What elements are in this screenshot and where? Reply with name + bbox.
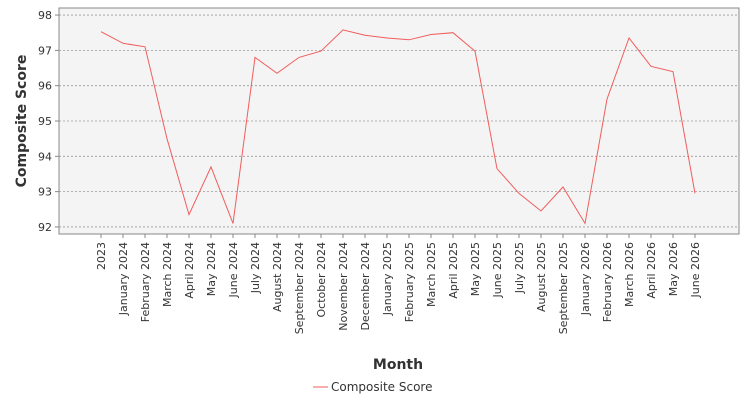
- y-tick-label: 97: [38, 44, 52, 57]
- x-tick-label: May 2026: [667, 242, 680, 296]
- x-tick-label: August 2025: [535, 242, 548, 312]
- x-tick-label: March 2024: [161, 242, 174, 307]
- x-tick-label: March 2026: [623, 242, 636, 307]
- x-tick-label: April 2026: [645, 242, 658, 299]
- x-tick-label: July 2025: [513, 242, 526, 294]
- y-tick-label: 96: [38, 80, 52, 93]
- y-tick-label: 93: [38, 186, 52, 199]
- x-tick-label: March 2025: [425, 242, 438, 307]
- y-tick-label: 94: [38, 150, 52, 163]
- x-tick-label: July 2024: [249, 242, 262, 294]
- legend: Composite Score: [313, 380, 432, 394]
- x-tick-label: January 2026: [579, 242, 592, 316]
- legend-label: Composite Score: [331, 380, 432, 394]
- x-tick-label: May 2024: [205, 242, 218, 296]
- y-tick-label: 98: [38, 9, 52, 22]
- x-tick-label: December 2024: [359, 242, 372, 331]
- x-tick-label: September 2024: [293, 242, 306, 334]
- x-tick-label: November 2024: [337, 242, 350, 331]
- x-tick-label: February 2024: [139, 242, 152, 322]
- x-tick-label: October 2024: [315, 242, 328, 318]
- x-axis-title: Month: [373, 357, 423, 373]
- y-tick-label: 92: [38, 221, 52, 234]
- x-tick-label: February 2025: [403, 242, 416, 322]
- x-tick-label: 2023: [95, 242, 108, 270]
- x-tick-label: August 2024: [271, 242, 284, 312]
- x-tick-label: September 2025: [557, 242, 570, 334]
- x-tick-label: April 2025: [447, 242, 460, 299]
- x-tick-label: June 2025: [491, 242, 504, 298]
- x-tick-label: February 2026: [601, 242, 614, 322]
- x-tick-label: June 2026: [689, 242, 702, 298]
- x-axis: 2023 January 2024 February 2024 March 2024 A…: [95, 234, 702, 334]
- x-tick-label: April 2024: [183, 242, 196, 299]
- y-tick-label: 95: [38, 115, 52, 128]
- x-tick-label: June 2024: [227, 242, 240, 298]
- x-tick-label: January 2025: [381, 242, 394, 316]
- x-tick-label: May 2025: [469, 242, 482, 296]
- x-tick-label: January 2024: [117, 242, 130, 316]
- y-axis: 92 93 94 95 96 97 98: [38, 9, 59, 234]
- y-axis-title: Composite Score: [14, 55, 30, 188]
- series-line-composite-score: [100, 29, 696, 225]
